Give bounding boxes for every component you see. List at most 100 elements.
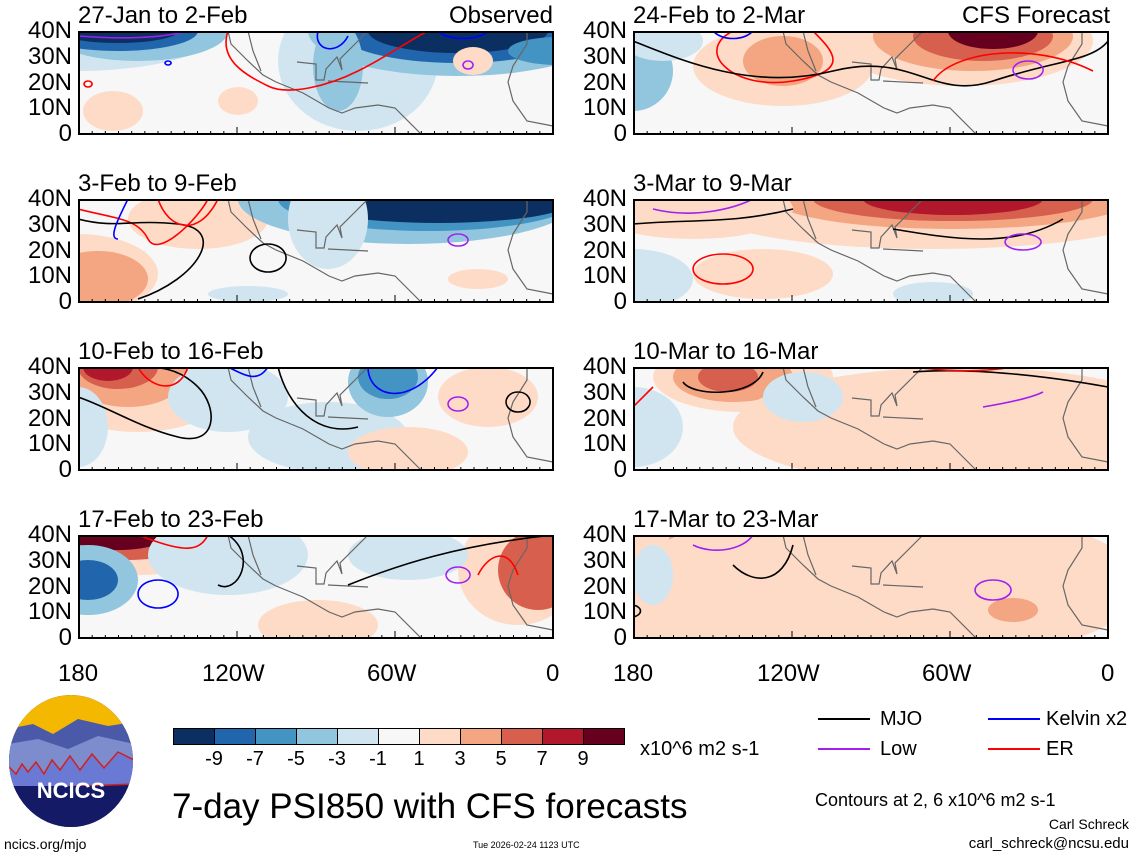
filtered-contour — [716, 31, 834, 84]
legend-label-er: ER — [1046, 738, 1074, 760]
anomaly-contour-fill — [438, 367, 538, 427]
lat-tick-label: 30N — [27, 42, 72, 70]
anomaly-contour-fill — [208, 286, 288, 302]
colorbar-label: -3 — [328, 748, 346, 770]
filtered-contour — [692, 253, 754, 285]
lon-tick-label: 0 — [546, 660, 560, 687]
filtered-contour — [78, 31, 189, 39]
lat-tick-label: 20N — [27, 572, 72, 600]
anomaly-contour-fill — [83, 91, 143, 131]
filtered-contour — [447, 233, 469, 247]
colorbar-bin — [214, 728, 256, 745]
colorbar-bin — [296, 728, 338, 745]
lat-tick-label: 30N — [582, 42, 627, 70]
legend-swatch-low — [818, 748, 870, 750]
filtered-contour — [437, 31, 489, 40]
map-panel-obs-3 — [78, 367, 554, 471]
filtered-contour — [227, 367, 269, 378]
lat-tick-label: 40N — [582, 185, 627, 212]
map-panel-fc-2 — [633, 199, 1109, 303]
filtered-contour — [682, 371, 764, 394]
lat-tick-label: 10N — [27, 94, 72, 122]
anomaly-contour-fill — [893, 282, 973, 303]
lat-tick-label: 30N — [27, 546, 72, 574]
colorbar-bin — [419, 728, 461, 745]
panel-title-fc-3: 10-Mar to 16-Mar — [633, 338, 819, 365]
lat-tick-label: 0 — [58, 120, 72, 148]
filtered-contour — [892, 218, 1064, 240]
anomaly-contour-fill — [78, 560, 118, 600]
coastline — [227, 31, 554, 135]
coastline — [782, 199, 1109, 303]
lat-tick-label: 30N — [582, 546, 627, 574]
logo-text: NCICS — [37, 778, 105, 803]
anomaly-contour-fill — [348, 535, 468, 580]
colorbar-bin — [337, 728, 379, 745]
author: Carl Schreck — [1048, 816, 1129, 832]
anomaly-contour-fill — [78, 387, 108, 467]
anomaly-contour-fill — [128, 199, 268, 249]
anomaly-contour-fill — [368, 31, 548, 53]
filtered-contour — [225, 31, 429, 91]
filtered-contour — [137, 367, 189, 387]
filtered-contour — [277, 367, 359, 430]
anomaly-contour-fill — [453, 47, 493, 75]
colorbar-label: -5 — [287, 748, 305, 770]
legend-swatch-er — [988, 748, 1040, 750]
timestamp: Tue 2026-02-24 1123 UTC — [473, 840, 580, 850]
lat-tick-label: 20N — [582, 236, 627, 264]
site-link[interactable]: ncics.org/mjo — [4, 836, 87, 852]
colorbar-bin — [378, 728, 420, 745]
filtered-contour — [732, 544, 794, 579]
anomaly-contour-fill — [508, 37, 554, 65]
coastline — [782, 535, 1109, 639]
lat-tick-label: 30N — [27, 210, 72, 238]
ncics-logo: NCICS — [9, 695, 133, 827]
legend-swatch-mjo — [818, 718, 870, 720]
panel-title-fc-4: 17-Mar to 23-Mar — [633, 506, 819, 533]
lon-tick-label: 120W — [202, 660, 265, 687]
anomaly-contour-fill — [358, 367, 418, 399]
filtered-contour — [447, 396, 469, 412]
panel-title-obs-1: 27-Jan to 2-Feb — [78, 2, 248, 29]
anomaly-contour-fill — [148, 535, 308, 595]
email-link[interactable]: carl_schreck@ncsu.edu — [968, 835, 1129, 852]
coastline — [227, 367, 554, 471]
filtered-contour — [157, 199, 219, 227]
panel-title-obs-3: 10-Feb to 16-Feb — [78, 338, 264, 365]
filtered-contour — [164, 60, 172, 66]
lat-tick-label: 10N — [582, 262, 627, 290]
lat-tick-label: 20N — [582, 68, 627, 96]
lat-tick-label: 10N — [582, 598, 627, 626]
colorbar-bin — [255, 728, 297, 745]
anomaly-contour-fill — [948, 31, 1038, 49]
colorbar-units: x10^6 m2 s-1 — [640, 738, 760, 760]
anomaly-contour-fill — [698, 367, 758, 392]
colorbar-label: 7 — [536, 748, 548, 770]
lat-tick-label: 40N — [27, 17, 72, 44]
lat-tick-label: 20N — [582, 572, 627, 600]
lat-tick-label: 20N — [27, 236, 72, 264]
filtered-contour — [83, 80, 93, 88]
panel-tag-cfs: CFS Forecast — [961, 2, 1110, 29]
panel-title-fc-1: 24-Feb to 2-Mar — [633, 2, 806, 29]
lat-tick-label: 40N — [27, 521, 72, 548]
figure-title: 7-day PSI850 with CFS forecasts — [172, 787, 688, 826]
lat-tick-label: 40N — [27, 185, 72, 212]
filtered-contour — [633, 208, 794, 225]
lat-tick-label: 30N — [582, 210, 627, 238]
panel-title-fc-2: 3-Mar to 9-Mar — [633, 170, 792, 197]
filtered-contour — [633, 40, 1109, 87]
lat-tick-label: 10N — [27, 598, 72, 626]
anomaly-contour-fill — [863, 199, 1043, 215]
colorbar-bin — [542, 728, 584, 745]
map-panel-fc-1 — [633, 31, 1109, 135]
lon-tick-label: 0 — [1101, 660, 1115, 687]
filtered-contour — [445, 566, 471, 584]
anomaly-contour-fill — [633, 545, 673, 605]
lon-tick-label: 180 — [613, 660, 654, 687]
filtered-contour — [462, 60, 474, 70]
filtered-contour — [316, 31, 349, 50]
colorbar-label: -7 — [246, 748, 264, 770]
filtered-contour — [692, 535, 754, 551]
